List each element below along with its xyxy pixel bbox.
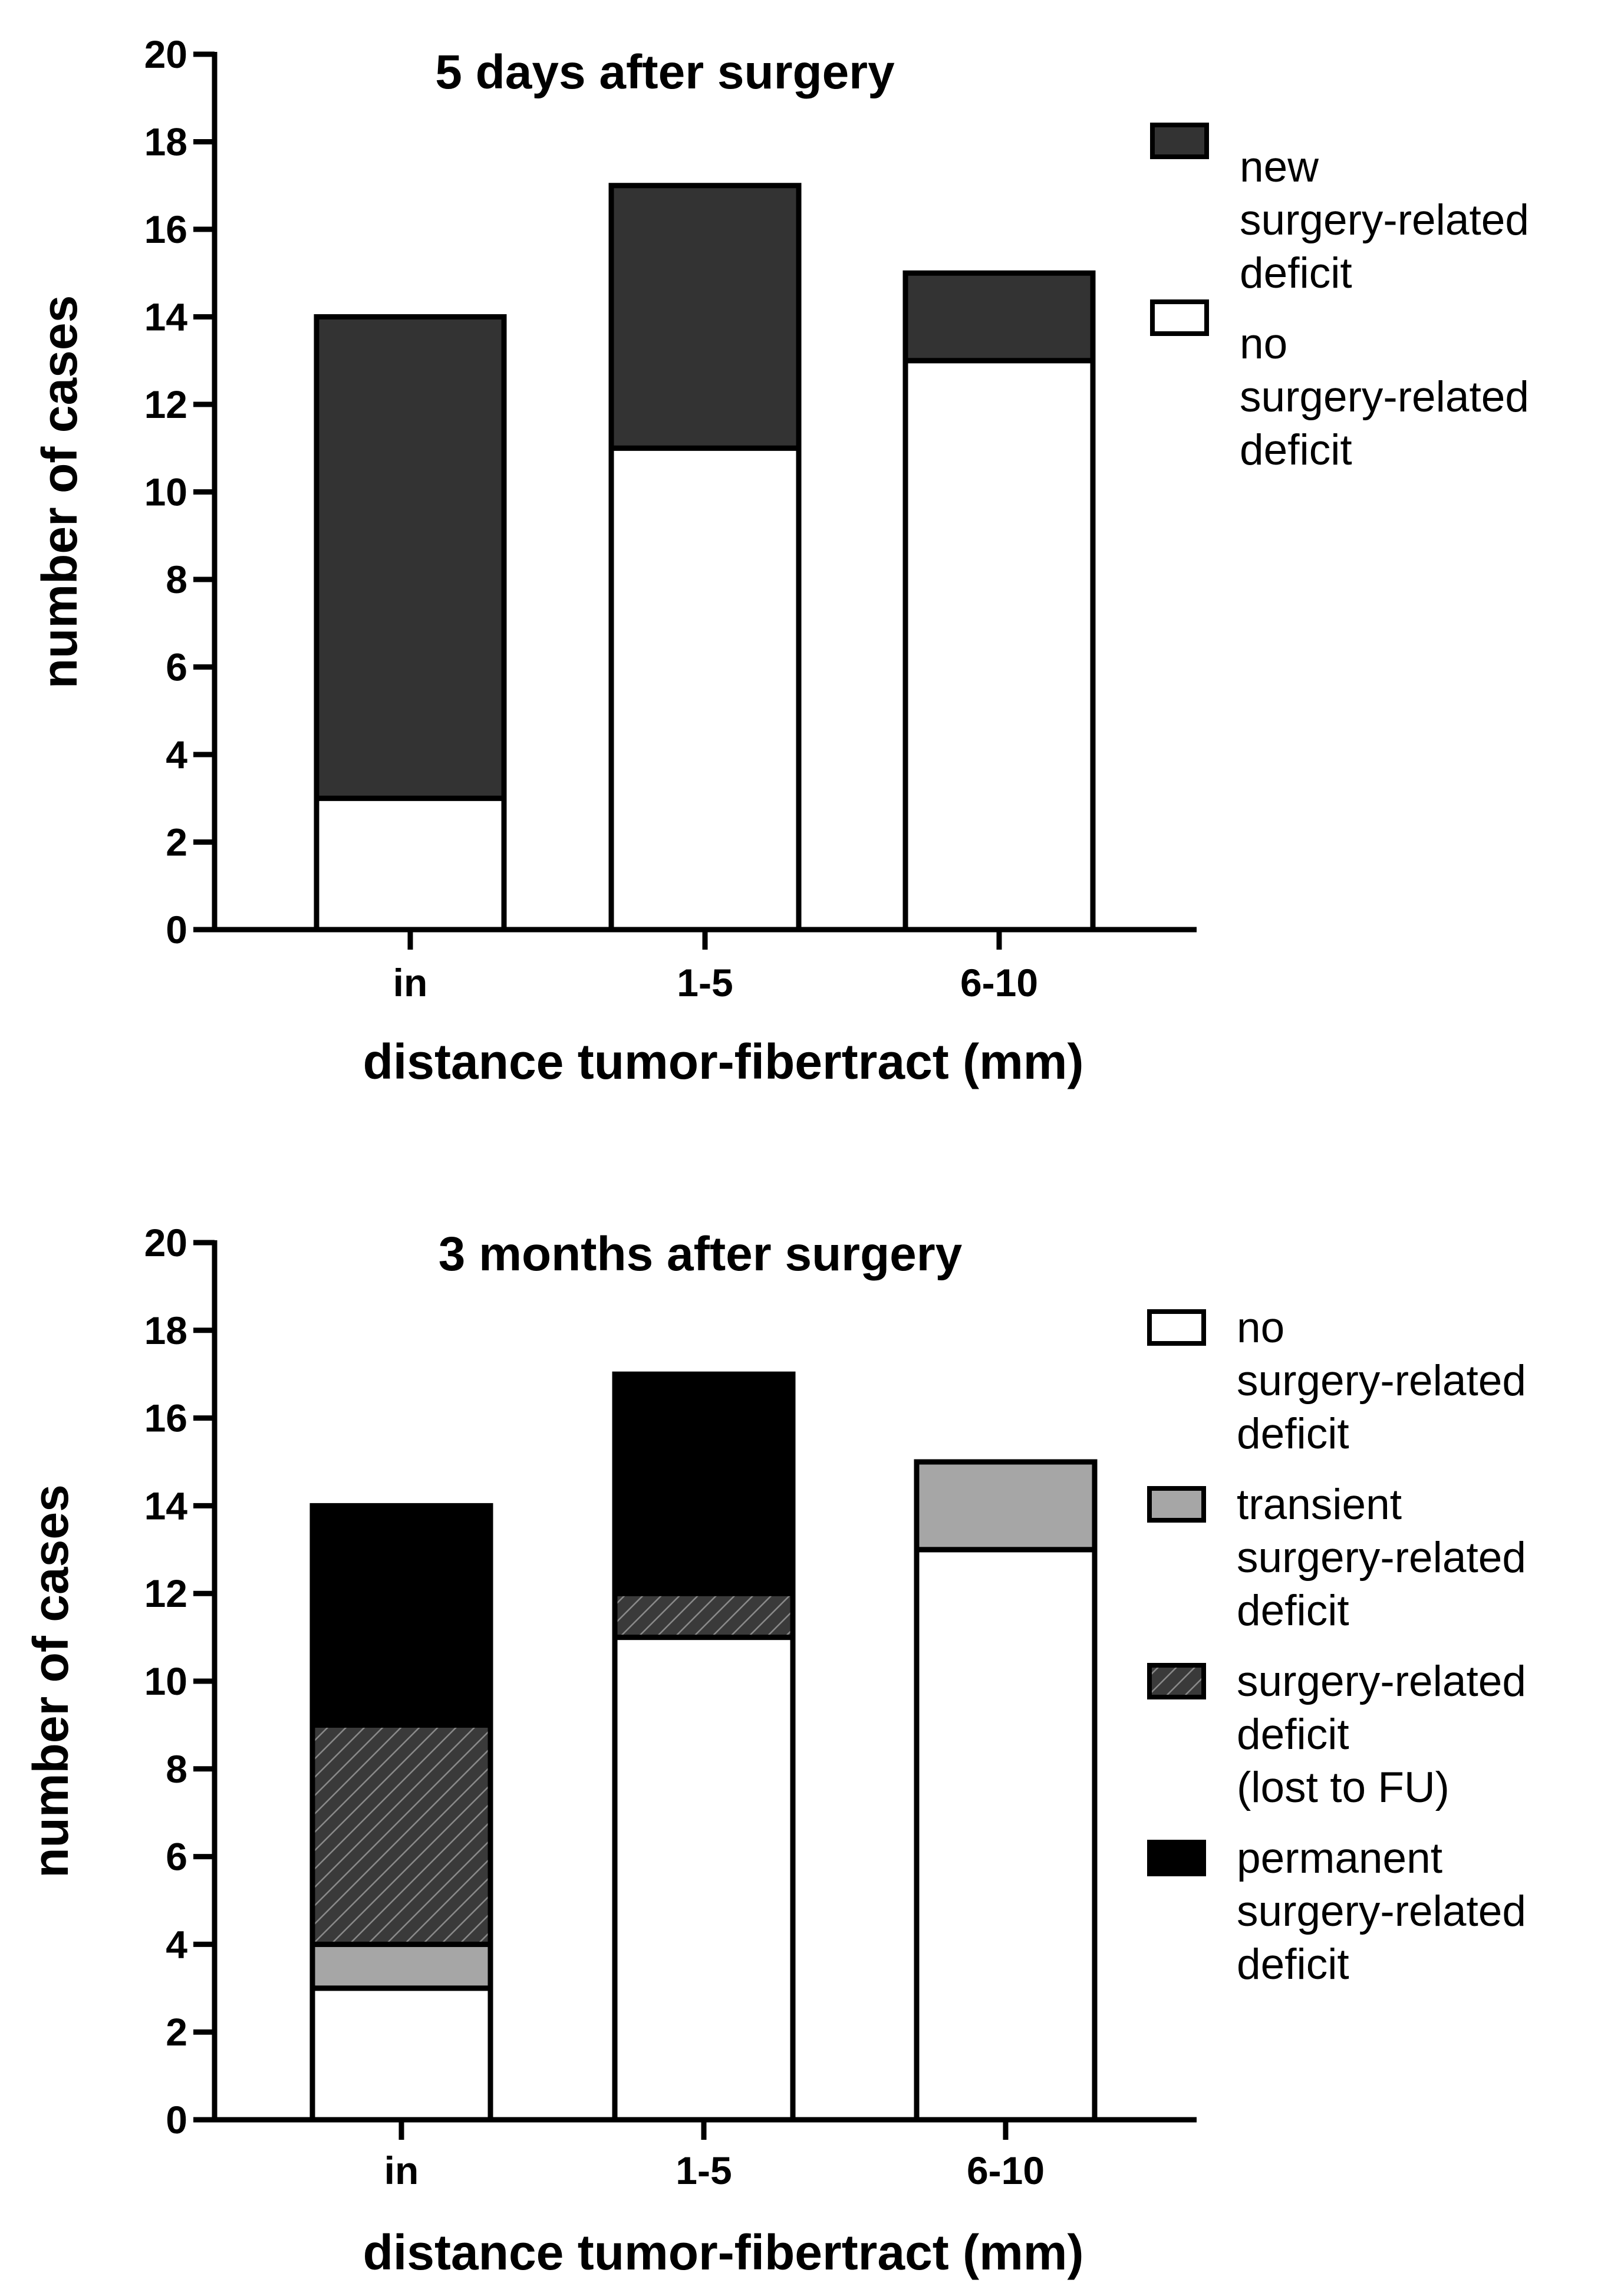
x-axis-title: distance tumor-fibertract (mm) bbox=[363, 2225, 1084, 2280]
y-axis-title: number of cases bbox=[32, 295, 87, 689]
y-tick-label: 6 bbox=[166, 645, 187, 689]
x-tick-label: in bbox=[384, 2149, 419, 2192]
y-tick-label: 4 bbox=[166, 733, 187, 776]
y-tick-label: 12 bbox=[144, 383, 187, 426]
legend-label: surgery-related bbox=[1240, 373, 1529, 421]
legend: no surgery-related deficit transient surgery… bbox=[1147, 1304, 1526, 1988]
y-tick-label: 10 bbox=[144, 470, 187, 514]
legend-label: surgery-related bbox=[1237, 1534, 1526, 1582]
y-tick-label: 16 bbox=[144, 1396, 187, 1440]
legend-label: deficit bbox=[1237, 1587, 1349, 1635]
y-tick-label: 18 bbox=[144, 120, 187, 164]
y-tick-label: 10 bbox=[144, 1659, 187, 1703]
legend-label: deficit bbox=[1237, 1410, 1349, 1458]
legend-label: surgery-related bbox=[1237, 1887, 1526, 1935]
y-tick-label: 12 bbox=[144, 1572, 187, 1615]
y-tick-label: 4 bbox=[166, 1922, 187, 1966]
bar-segment-1-5-permanent-surgery-related-deficit bbox=[612, 1371, 796, 1596]
legend-label: deficit bbox=[1237, 1711, 1349, 1758]
y-tick-label: 20 bbox=[144, 1221, 187, 1264]
legend-label: surgery-related bbox=[1240, 196, 1529, 244]
bar-segment-1-5-no-surgery-related-deficit bbox=[612, 1635, 796, 2123]
chart-panel-1: 5 days after surgery 0 2 4 6 8 10 12 14 16 18 20 in 1… bbox=[32, 32, 1529, 1089]
legend-swatch bbox=[1150, 123, 1209, 159]
x-tick-label: 6-10 bbox=[960, 961, 1038, 1004]
chart-title: 3 months after surgery bbox=[439, 1227, 963, 1281]
y-tick-label: 0 bbox=[166, 908, 187, 951]
bar-segment-6-10-no-surgery-related-deficit bbox=[902, 358, 1096, 933]
bar-segment-in-transient-surgery-related-deficit bbox=[309, 1941, 493, 1991]
legend-swatch bbox=[1147, 1663, 1206, 1699]
y-tick-label: 2 bbox=[166, 821, 187, 864]
bar-segment-6-10-transient-surgery-related-deficit bbox=[914, 1459, 1098, 1553]
chart-title: 5 days after surgery bbox=[435, 45, 895, 99]
bar-segment-in-no-surgery-related-deficit bbox=[314, 795, 507, 933]
legend-label: deficit bbox=[1240, 249, 1352, 297]
legend-label: no bbox=[1240, 320, 1287, 368]
x-tick-label: 6-10 bbox=[967, 2149, 1045, 2192]
bar-segment-in-no-surgery-related-deficit bbox=[309, 1985, 493, 2123]
bar-segment-in-surgery-related-deficit-lost-to-fu- bbox=[309, 1722, 493, 1947]
bar-segment-6-10-no-surgery-related-deficit bbox=[914, 1547, 1098, 2123]
x-tick-label: in bbox=[393, 961, 428, 1004]
y-tick-label: 2 bbox=[166, 2010, 187, 2054]
y-tick-label: 18 bbox=[144, 1309, 187, 1352]
legend-label: transient bbox=[1237, 1481, 1402, 1529]
y-tick-label: 8 bbox=[166, 558, 187, 601]
legend-swatch bbox=[1150, 299, 1209, 336]
y-axis-title: number of cases bbox=[23, 1484, 78, 1878]
bar-segment-in-permanent-surgery-related-deficit bbox=[309, 1503, 493, 1728]
legend-label: new bbox=[1240, 143, 1319, 191]
legend-label: surgery-related bbox=[1237, 1658, 1526, 1705]
bar-segment-1-5-new-surgery-related-deficit bbox=[608, 183, 802, 451]
legend-label: no bbox=[1237, 1304, 1284, 1352]
x-axis-title: distance tumor-fibertract (mm) bbox=[363, 1034, 1084, 1089]
y-tick-label: 0 bbox=[166, 2098, 187, 2142]
y-tick-label: 20 bbox=[144, 32, 187, 76]
bar-segment-1-5-no-surgery-related-deficit bbox=[608, 445, 802, 933]
x-tick-label: 1-5 bbox=[676, 2149, 732, 2192]
y-tick-label: 14 bbox=[144, 1484, 188, 1527]
bar-segment-1-5-surgery-related-deficit-lost-to-fu- bbox=[612, 1590, 796, 1641]
legend-swatch bbox=[1147, 1486, 1206, 1523]
legend-swatch bbox=[1147, 1840, 1206, 1876]
bar-segment-6-10-new-surgery-related-deficit bbox=[902, 270, 1096, 364]
legend-label: permanent bbox=[1237, 1834, 1442, 1882]
chart-panel-2: 3 months after surgery 0 2 4 6 8 10 12 14 16 18 20 i… bbox=[23, 1221, 1526, 2280]
legend: new surgery-related deficit no surgery-relat… bbox=[1150, 123, 1529, 474]
legend-label: surgery-related bbox=[1237, 1357, 1526, 1405]
legend-label: deficit bbox=[1240, 426, 1352, 474]
y-tick-label: 16 bbox=[144, 207, 187, 251]
legend-swatch bbox=[1147, 1309, 1206, 1346]
y-tick-label: 6 bbox=[166, 1835, 187, 1879]
legend-label: deficit bbox=[1237, 1941, 1349, 1988]
y-tick-label: 14 bbox=[144, 295, 188, 339]
x-tick-label: 1-5 bbox=[677, 961, 733, 1004]
legend-label: (lost to FU) bbox=[1237, 1764, 1450, 1811]
y-tick-label: 8 bbox=[166, 1747, 187, 1791]
bar-segment-in-new-surgery-related-deficit bbox=[314, 314, 507, 801]
